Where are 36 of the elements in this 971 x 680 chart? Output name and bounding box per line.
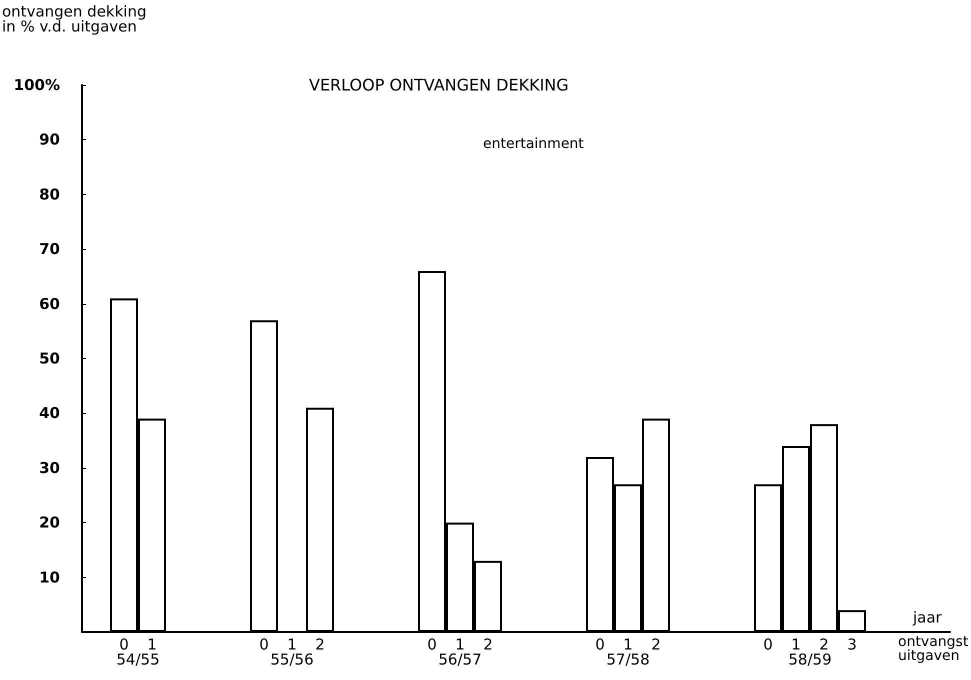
x-tick-label: 0 [427, 636, 437, 654]
x-tick-label: 2 [651, 636, 661, 654]
y-tick-label: 70 [39, 240, 60, 258]
text: 57/58 [606, 650, 650, 668]
x-tick-label: 2 [819, 636, 829, 654]
text: 55/56 [270, 650, 314, 668]
x-tick-label: 1 [623, 636, 633, 654]
y-tick-label: 50 [39, 350, 60, 368]
x-tick-label: 2 [483, 636, 493, 654]
x-tick-label: 1 [147, 636, 157, 654]
x-axis-title: jaar [912, 608, 943, 626]
text: ontvangst [898, 634, 969, 650]
y-tick-label: 30 [39, 458, 60, 477]
x-tick-label: 1 [791, 636, 801, 654]
x-tick-label: 3 [847, 636, 857, 654]
y-tick-label: 10 [39, 568, 60, 586]
y-tick-label: 60 [39, 294, 60, 313]
text: entertainment [483, 136, 584, 152]
x-tick-label: 1 [287, 636, 297, 654]
x-tick-label: 0 [259, 636, 269, 654]
text: 58/59 [788, 650, 832, 668]
y-tick-label: 80 [39, 185, 60, 204]
x-tick-label: 0 [595, 636, 605, 654]
x-tick-label: 2 [315, 636, 325, 654]
text: uitgaven [898, 648, 960, 664]
x-tick-label: 0 [119, 636, 129, 654]
y-axis-title: ontvangen dekking in % v.d. uitgaven [2, 2, 146, 36]
y-tick-label: 40 [39, 404, 60, 422]
y-tick-label: 90 [39, 130, 60, 149]
y-tick-label: 20 [39, 514, 60, 532]
text: 54/55 [116, 650, 160, 668]
text: 56/57 [438, 650, 482, 668]
y-tick-label: 100% [14, 76, 60, 94]
x-tick-label: 1 [455, 636, 465, 654]
x-tick-label: 0 [763, 636, 773, 654]
chart-title: VERLOOP ONTVANGEN DEKKING [309, 76, 569, 94]
